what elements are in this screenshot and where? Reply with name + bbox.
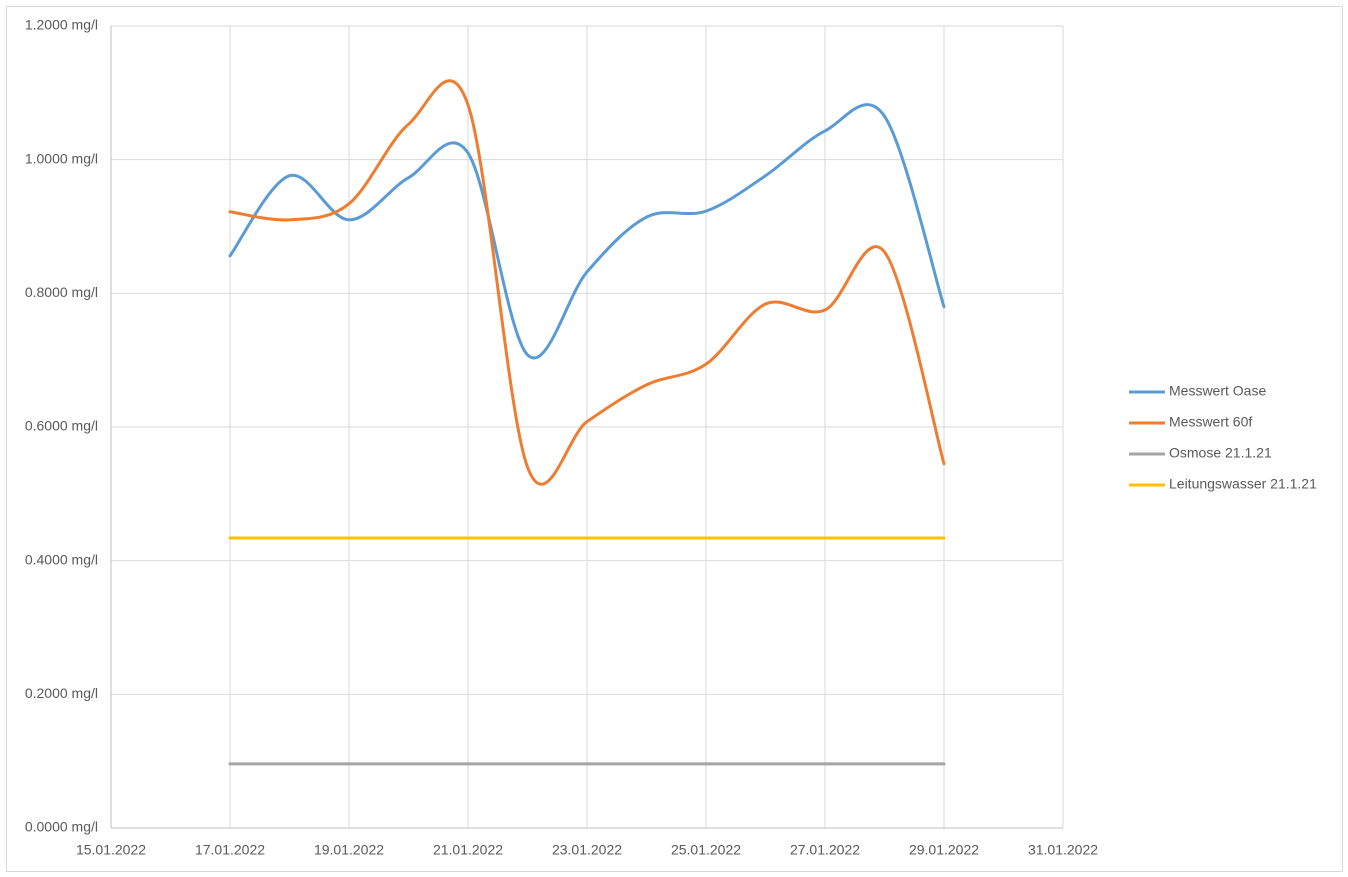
y-tick-label: 0.2000 mg/l (25, 685, 98, 701)
y-tick-label: 0.0000 mg/l (25, 819, 98, 835)
x-tick-label: 15.01.2022 (76, 842, 146, 858)
series-line (228, 79, 946, 486)
x-tick-label: 27.01.2022 (790, 842, 860, 858)
x-tick-label: 17.01.2022 (195, 842, 265, 858)
x-tick-label: 25.01.2022 (671, 842, 741, 858)
x-tick-label: 29.01.2022 (909, 842, 979, 858)
y-tick-label: 0.4000 mg/l (25, 551, 98, 567)
y-tick-label: 0.6000 mg/l (25, 418, 98, 434)
series-line (228, 103, 946, 360)
x-tick-label: 23.01.2022 (552, 842, 622, 858)
x-tick-label: 21.01.2022 (433, 842, 503, 858)
chart-border (6, 6, 1343, 872)
y-tick-label: 1.2000 mg/l (25, 17, 98, 33)
legend-label: Messwert Oase (1169, 383, 1266, 399)
legend-label: Osmose 21.1.21 (1169, 445, 1272, 461)
y-tick-label: 1.0000 mg/l (25, 150, 98, 166)
legend-label: Messwert 60f (1169, 414, 1252, 430)
x-tick-label: 31.01.2022 (1028, 842, 1098, 858)
legend-label: Leitungswasser 21.1.21 (1169, 476, 1317, 492)
y-tick-label: 0.8000 mg/l (25, 284, 98, 300)
x-tick-label: 19.01.2022 (314, 842, 384, 858)
